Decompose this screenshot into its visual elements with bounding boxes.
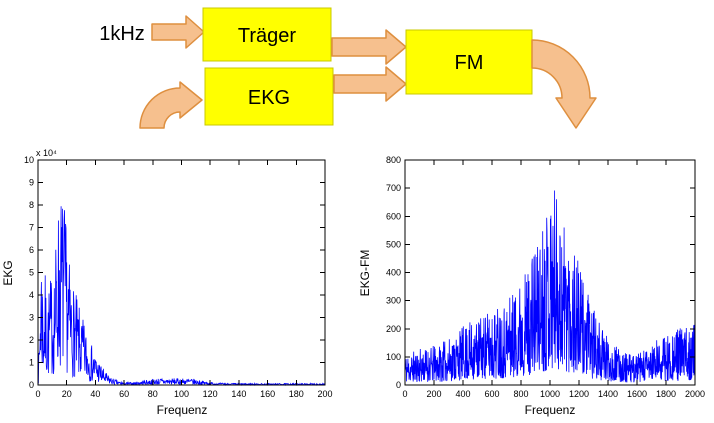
x-tick-label: 120 (203, 389, 218, 399)
input-frequency-label: 1kHz (99, 23, 145, 45)
y-tick-label: 200 (386, 324, 401, 334)
arrow-ekg-to-fm-icon (333, 66, 407, 102)
x-tick-label: 160 (260, 389, 275, 399)
x-tick-label: 200 (426, 389, 441, 399)
x-tick-label: 200 (317, 389, 332, 399)
x-tick-label: 1000 (540, 389, 560, 399)
arrow-fm-output-icon (531, 39, 597, 129)
x-tick-label: 1600 (627, 389, 647, 399)
y-tick-label: 3 (29, 313, 34, 323)
chart-ekg-fm-spectrum: 0 200 400 600 800 1000 1200 1400 1600 1800 2000 0 10… (358, 155, 705, 417)
x-tick-label: 600 (484, 389, 499, 399)
block-fm (405, 29, 533, 95)
spectrum-trace (404, 190, 696, 383)
y-tick-label: 4 (29, 290, 34, 300)
x-tick-label: 1200 (569, 389, 589, 399)
x-tick-label: 180 (289, 389, 304, 399)
y-tick-label: 400 (386, 268, 401, 278)
x-tick-label: 400 (455, 389, 470, 399)
y-tick-label: 600 (386, 211, 401, 221)
plot-area: 0 20 40 60 80 100 120 140 160 180 200 0 1 2 3 4 5 6 7 8 9 10 (24, 155, 333, 399)
x-tick-label: 1400 (598, 389, 618, 399)
x-tick-label: 60 (119, 389, 129, 399)
block-ekg (204, 67, 334, 126)
y-tick-label: 8 (29, 200, 34, 210)
y-tick-label: 100 (386, 352, 401, 362)
y-tick-label: 800 (386, 155, 401, 165)
y-tick-label: 1 (29, 358, 34, 368)
arrow-input-to-ekg-icon (139, 81, 203, 129)
x-tick-label: 0 (402, 389, 407, 399)
block-fm-label: FM (455, 52, 484, 74)
plot-area: 0 200 400 600 800 1000 1200 1400 1600 1800 2000 0 10… (386, 155, 705, 399)
y-axis-label: EKG-FM (358, 250, 372, 297)
block-traeger-label: Träger (238, 25, 297, 47)
y-tick-label: 10 (24, 155, 34, 165)
chart-ekg-spectrum: 0 20 40 60 80 100 120 140 160 180 200012345678910 … (1, 148, 333, 417)
block-ekg-label: EKG (248, 87, 290, 109)
y-tick-label: 9 (29, 178, 34, 188)
x-tick-label: 20 (62, 389, 72, 399)
spectrum-trace (37, 206, 326, 387)
y-scale-note: x 10⁴ (36, 148, 57, 158)
x-tick-label: 100 (174, 389, 189, 399)
arrow-traeger-to-fm-icon (331, 29, 407, 65)
y-tick-label: 7 (29, 223, 34, 233)
y-tick-label: 2 (29, 335, 34, 345)
x-tick-label: 0 (35, 389, 40, 399)
y-tick-label: 6 (29, 245, 34, 255)
block-diagram: 1kHz Träger EKG FM (99, 7, 597, 129)
y-tick-label: 300 (386, 296, 401, 306)
x-tick-label: 2000 (685, 389, 705, 399)
y-tick-label: 0 (396, 380, 401, 390)
x-tick-label: 1800 (656, 389, 676, 399)
x-tick-label: 80 (148, 389, 158, 399)
x-tick-label: 40 (90, 389, 100, 399)
y-tick-label: 5 (29, 268, 34, 278)
y-tick-label: 700 (386, 183, 401, 193)
x-tick-label: 140 (231, 389, 246, 399)
y-tick-label: 0 (29, 380, 34, 390)
y-tick-label: 500 (386, 239, 401, 249)
x-axis-label: Frequenz (157, 403, 208, 417)
x-tick-label: 800 (513, 389, 528, 399)
arrow-1khz-to-traeger-icon (151, 15, 205, 49)
x-axis-label: Frequenz (525, 403, 576, 417)
block-traeger (202, 7, 332, 62)
y-axis-label: EKG (1, 260, 15, 285)
